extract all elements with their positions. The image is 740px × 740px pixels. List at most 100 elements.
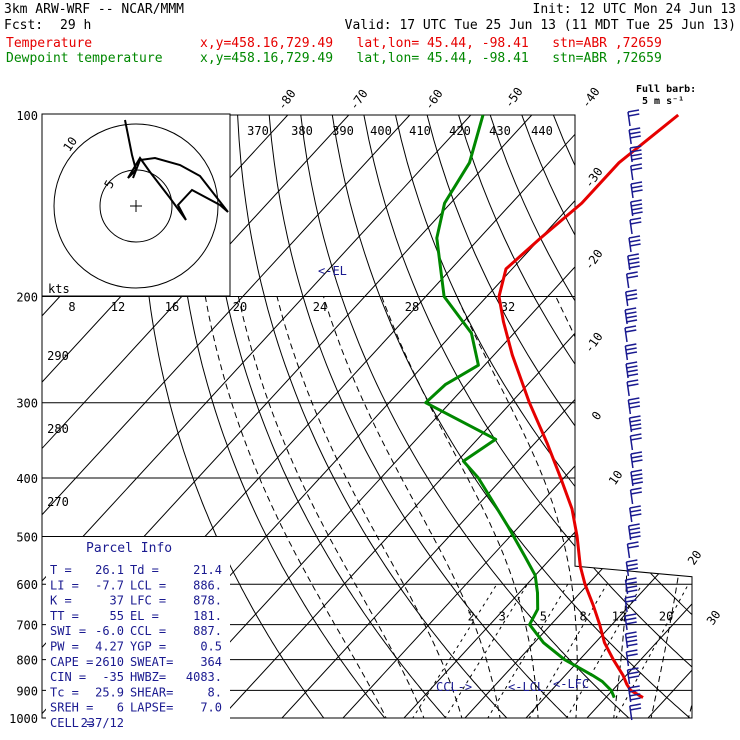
wind-barb — [629, 703, 642, 721]
moist-adiabat — [323, 296, 503, 718]
wind-barb — [628, 235, 641, 253]
parcel-field: Tc = — [50, 685, 79, 699]
pressure-label-200: 200 — [16, 291, 38, 305]
wind-barb — [627, 685, 641, 703]
wind-barbs — [624, 109, 644, 721]
parcel-field: SWI = — [50, 624, 86, 638]
isotherm-label: 30 — [704, 608, 724, 628]
theta-label: 370 — [247, 124, 269, 138]
hodo-speed-tick: 32 — [501, 300, 515, 314]
mixing-ratio-label: 2 — [468, 610, 475, 624]
pressure-label-400: 400 — [16, 472, 38, 486]
mixing-ratio-label: 5 — [540, 610, 547, 624]
parcel-field: 887. — [193, 624, 222, 638]
parcel-field: 0.5 — [200, 640, 222, 654]
theta-label: 280 — [47, 422, 69, 436]
dry-adiabat — [363, 115, 692, 718]
lcl-marker: <-LCL — [508, 680, 544, 694]
pressure-label-300: 300 — [16, 397, 38, 411]
temperature-trace — [497, 113, 680, 699]
isotherm-label: -30 — [582, 165, 606, 191]
forecast-hour: 29 h — [60, 18, 92, 33]
wind-barb — [624, 631, 638, 649]
wind-barb — [630, 181, 643, 199]
parcel-field: -6.0 — [95, 624, 124, 638]
pressure-label-700: 700 — [16, 619, 38, 633]
wind-barb — [624, 577, 638, 595]
barb-key-unit: 5 m s⁻¹ — [642, 96, 684, 107]
init-time: Init: 12 UTC Mon 24 Jun 13 — [532, 2, 737, 17]
hodo-speed-tick: 24 — [313, 300, 327, 314]
isotherm-label: 20 — [685, 548, 705, 568]
hodo-speed-tick: 28 — [405, 300, 419, 314]
moist-adiabat — [381, 296, 540, 718]
parcel-field: 37 — [110, 594, 124, 608]
pressure-label-1000: 1000 — [9, 712, 38, 726]
hodo-ring-10 — [53, 123, 219, 289]
parcel-field: EL = — [130, 609, 159, 623]
parcel-field: -7.7 — [95, 578, 124, 592]
hodo-speed-tick: 16 — [165, 300, 179, 314]
parcel-field: SREH = — [50, 701, 93, 715]
wind-barb — [624, 289, 638, 307]
parcel-field: 237/12 — [81, 716, 124, 730]
moist-adiabat — [456, 296, 578, 718]
dry-adiabat — [552, 115, 692, 718]
isotherm-label: 10 — [606, 468, 626, 488]
theta-label: 290 — [47, 349, 69, 363]
moist-adiabat — [276, 296, 466, 718]
mixing-ratio-label: 12 — [612, 610, 626, 624]
wind-barb — [625, 559, 639, 577]
parcel-field: 26.1 — [95, 563, 124, 577]
dry-adiabat — [489, 115, 692, 718]
theta-label: 420 — [449, 124, 471, 138]
mixing-ratio-line — [479, 583, 569, 718]
parcel-field: TT = — [50, 609, 79, 623]
parcel-field: 55 — [110, 609, 124, 623]
isotherm — [464, 115, 692, 718]
mixing-ratio-label: 20 — [659, 610, 673, 624]
dry-adiabat — [205, 115, 458, 718]
isotherm-label: -40 — [579, 85, 603, 111]
dry-adiabat — [616, 115, 692, 718]
isotherm-label: -10 — [582, 330, 606, 356]
isotherm-label: -70 — [347, 87, 371, 113]
hodo-speed-tick: 8 — [68, 300, 75, 314]
parcel-field: 21.4 — [193, 563, 222, 577]
parcel-field: SWEAT= — [130, 655, 173, 669]
parcel-field: PW = — [50, 640, 79, 654]
isotherm-label: -80 — [275, 87, 299, 113]
dry-adiabat — [679, 115, 692, 718]
wind-barb — [627, 523, 641, 541]
pressure-label-500: 500 — [16, 530, 38, 544]
parcel-field: CAPE = — [50, 655, 93, 669]
dewpoint-legend: Dewpoint temperature — [6, 51, 163, 66]
parcel-field: YGP = — [130, 640, 166, 654]
mixing-ratio-line — [436, 583, 528, 718]
isotherm-label: -60 — [422, 87, 446, 113]
parcel-field: 6 — [117, 701, 124, 715]
parcel-field: 181. — [193, 609, 222, 623]
parcel-field: 7.0 — [200, 701, 222, 715]
pressure-label-600: 600 — [16, 578, 38, 592]
parcel-field: 4.27 — [95, 640, 124, 654]
wind-barb — [630, 469, 644, 487]
dry-adiabat — [331, 115, 692, 718]
ccl-marker: CCL-> — [436, 680, 472, 694]
wind-barb — [625, 361, 639, 379]
theta-label: 270 — [47, 495, 69, 509]
hodograph: 5 10 kts — [41, 113, 231, 297]
moist-adiabat — [647, 296, 692, 718]
isotherm-label: -20 — [582, 247, 606, 273]
forecast-label: Fcst: — [4, 18, 44, 33]
wind-barb — [627, 397, 641, 415]
dry-adiabat — [173, 115, 396, 718]
wind-barb — [624, 307, 638, 325]
el-marker: <-EL — [318, 264, 347, 278]
hodo-unit: kts — [48, 282, 70, 296]
dewpoint-location: x,y=458.16,729.49 lat,lon= 45.44, -98.41… — [200, 51, 662, 66]
moist-adiabat — [237, 296, 430, 718]
wind-barb — [624, 325, 637, 343]
parcel-field: 886. — [193, 578, 222, 592]
